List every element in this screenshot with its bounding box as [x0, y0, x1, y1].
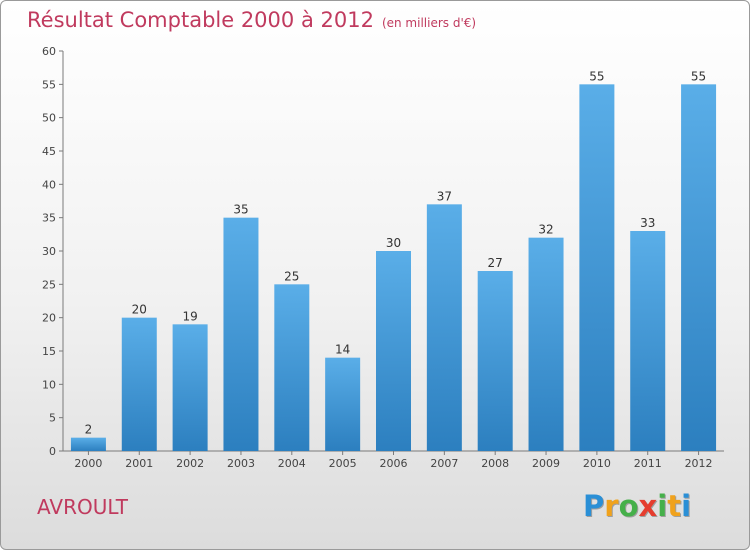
logo-letter: P	[583, 489, 605, 523]
bar-2010	[579, 84, 615, 451]
bar-2004	[274, 284, 310, 451]
y-tick-label: 35	[42, 212, 56, 225]
bar-value-label: 14	[335, 343, 350, 357]
bar-value-label: 35	[233, 203, 248, 217]
logo-letter: x	[638, 489, 658, 523]
unit-label: (en milliers d'€)	[381, 16, 477, 30]
x-tick-label: 2009	[532, 457, 560, 470]
y-tick-label: 50	[42, 112, 56, 125]
bar-2009	[528, 237, 564, 451]
bar-value-label: 20	[132, 303, 147, 317]
logo-letter: r	[604, 489, 619, 523]
x-tick-label: 2008	[481, 457, 509, 470]
x-tick-label: 2002	[176, 457, 204, 470]
bar-value-label: 55	[691, 69, 706, 83]
chart-title: Résultat Comptable 2000 à 2012 (en millie…	[27, 8, 476, 32]
x-tick-label: 2010	[583, 457, 611, 470]
commune-name: AVROULT	[37, 495, 128, 519]
y-tick-label: 40	[42, 178, 56, 191]
x-tick-label: 2000	[74, 457, 102, 470]
y-tick-label: 5	[49, 412, 56, 425]
bar-2011	[630, 231, 666, 451]
bar-2005	[325, 357, 361, 451]
logo-letter: i	[657, 489, 668, 523]
bar-2000	[70, 437, 106, 451]
x-tick-label: 2011	[634, 457, 662, 470]
y-tick-label: 20	[42, 312, 56, 325]
y-tick-label: 45	[42, 145, 56, 158]
x-tick-label: 2003	[227, 457, 255, 470]
y-tick-label: 60	[42, 45, 56, 58]
bar-value-label: 30	[386, 236, 401, 250]
y-tick-label: 10	[42, 378, 56, 391]
bar-value-label: 37	[437, 189, 452, 203]
bar-2008	[477, 271, 513, 451]
bar-value-label: 55	[589, 69, 604, 83]
bar-value-label: 25	[284, 269, 299, 283]
x-tick-label: 2007	[430, 457, 458, 470]
x-tick-label: 2004	[278, 457, 306, 470]
bar-2007	[426, 204, 462, 451]
bar-value-label: 19	[182, 309, 197, 323]
bar-value-label: 2	[85, 423, 93, 437]
y-tick-label: 25	[42, 278, 56, 291]
y-tick-label: 55	[42, 78, 56, 91]
bar-2002	[172, 324, 208, 451]
x-tick-label: 2001	[125, 457, 153, 470]
bar-2001	[121, 317, 157, 451]
y-tick-label: 30	[42, 245, 56, 258]
logo-letter: t	[667, 489, 682, 523]
bar-2003	[223, 217, 259, 451]
bar-value-label: 27	[488, 256, 503, 270]
bar-2012	[681, 84, 717, 451]
proxiti-logo: Proxiti	[583, 489, 691, 523]
bar-2006	[376, 251, 411, 451]
x-tick-label: 2005	[329, 457, 357, 470]
logo-letter: i	[681, 489, 692, 523]
bar-value-label: 33	[640, 216, 655, 230]
bar-value-label: 32	[538, 223, 553, 237]
y-tick-label: 15	[42, 345, 56, 358]
x-tick-label: 2012	[685, 457, 713, 470]
x-tick-label: 2006	[380, 457, 408, 470]
logo-letter: o	[618, 489, 639, 523]
title-text: Résultat Comptable 2000 à 2012	[27, 8, 374, 32]
y-tick-label: 0	[49, 445, 56, 458]
